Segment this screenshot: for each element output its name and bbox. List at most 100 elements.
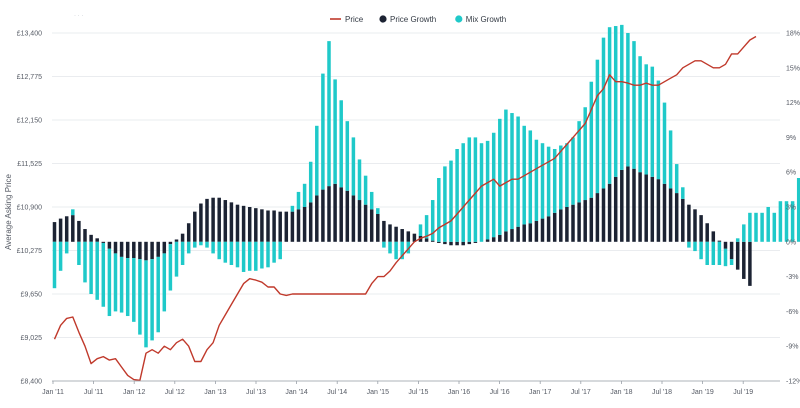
mix-growth-bar (760, 212, 764, 242)
mix-growth-bar (437, 178, 441, 242)
mix-growth-bar (138, 259, 142, 335)
y-right-tick-label: -12% (786, 379, 800, 386)
mix-growth-bar (333, 79, 337, 184)
x-tick-label: Jan '15 (367, 389, 389, 396)
price-growth-bar (699, 215, 703, 242)
price-growth-bar (266, 210, 270, 242)
price-growth-bar (735, 241, 740, 270)
mix-growth-bar (357, 159, 362, 201)
mix-growth-bar (656, 80, 661, 180)
price-growth-bar (583, 200, 587, 242)
mix-growth-bar (674, 164, 679, 194)
mix-growth-bar (144, 260, 148, 348)
price-growth-bar (449, 241, 453, 246)
price-growth-bar (510, 229, 514, 242)
mix-growth-bar (595, 59, 600, 194)
price-growth-bar (601, 188, 606, 242)
price-growth-bar (534, 220, 539, 242)
axes: £13,400 £12,775 £12,150 £11,525 £10,900 £10,2… (17, 31, 800, 397)
mix-growth-bar (784, 201, 789, 242)
mix-growth-bar (52, 241, 57, 289)
mix-growth-bar (650, 66, 655, 177)
mix-growth-bar (186, 241, 191, 254)
price-growth-bar (430, 240, 435, 242)
price-growth-bar (656, 179, 661, 242)
y-right-tick-label: 0% (786, 239, 796, 246)
price-growth-bar (71, 215, 75, 242)
mix-growth-bar (254, 241, 258, 271)
price-growth-bar (174, 239, 179, 242)
x-tick-label: Jul '19 (733, 389, 753, 396)
x-tick-label: Jul '16 (490, 389, 510, 396)
mix-growth-bar (711, 241, 716, 265)
mix-growth-bar (406, 241, 411, 254)
price-growth-bar (363, 204, 368, 242)
mix-growth-bar (473, 137, 478, 242)
y-right-tick-label: 12% (786, 100, 800, 107)
mix-growth-bar (638, 56, 642, 173)
price-growth-bar (424, 238, 429, 242)
corner-text: · · · (74, 13, 83, 19)
x-tick-label: Jul '14 (327, 389, 347, 396)
mix-growth-bar (217, 241, 221, 260)
price-growth-bar (229, 202, 234, 242)
mix-growth-bar (449, 160, 453, 242)
price-growth-bar (668, 188, 673, 242)
mix-growth-bar (247, 241, 252, 271)
price-growth-bar (357, 200, 362, 242)
mix-growth-bar (321, 73, 325, 190)
price-growth-bar (595, 193, 600, 242)
price-line-path (53, 35, 757, 381)
y-left-tick-label: £12,150 (17, 118, 42, 125)
mix-growth-bar (748, 212, 752, 242)
price-growth-bar (528, 223, 533, 242)
price-growth-bar (681, 198, 685, 242)
y-right-tick-label: 9% (786, 135, 796, 142)
mix-growth-bar (101, 242, 106, 307)
mix-growth-bar (796, 178, 800, 242)
price-growth-bar (540, 218, 545, 242)
price-growth-bar (351, 195, 356, 242)
price-growth-bar (382, 220, 386, 242)
mix-growth-bar (790, 201, 795, 242)
mix-growth-bar (205, 241, 209, 248)
price-growth-bar (308, 202, 313, 242)
mix-growth-bar (772, 212, 777, 242)
mix-growth-bar (64, 241, 69, 254)
price-growth-bar (77, 220, 81, 242)
x-tick-label: Jan '13 (204, 389, 226, 396)
mix-growth-bar (613, 26, 618, 177)
price-growth-bar (461, 241, 465, 246)
price-growth-bar (455, 241, 459, 246)
price-growth-bar (132, 241, 136, 259)
mix-growth-bar (58, 241, 63, 271)
mix-growth-bar (668, 130, 673, 189)
price-growth-bar (205, 198, 209, 242)
price-growth-bar (443, 241, 447, 245)
price-growth-bar (64, 216, 69, 242)
price-growth-bar (522, 224, 526, 242)
mix-growth-bar (315, 125, 319, 196)
mix-growth-bar (577, 121, 581, 203)
price-growth-bar (241, 205, 246, 242)
price-growth-bar (632, 168, 636, 242)
mix-growth-bar (150, 259, 154, 341)
price-growth-bar (199, 203, 203, 242)
price-growth-bar (345, 190, 350, 242)
mix-growth-bar (199, 241, 203, 246)
price-growth-bar (150, 241, 154, 260)
mix-growth-bar (394, 241, 398, 260)
price-growth-bar (369, 209, 374, 242)
mix-growth-bar (467, 137, 472, 242)
price-growth-bar (638, 172, 642, 242)
price-growth-bar (589, 197, 594, 242)
price-growth-bar (119, 241, 124, 257)
price-growth-bar (723, 241, 728, 249)
y-left-tick-label: £11,525 (17, 161, 42, 168)
price-growth-bar (302, 207, 307, 242)
price-growth-bar (211, 197, 215, 242)
y-right-tick-label: -6% (786, 309, 798, 316)
mix-growth-bar (290, 205, 295, 212)
mix-growth-bar (607, 27, 612, 184)
